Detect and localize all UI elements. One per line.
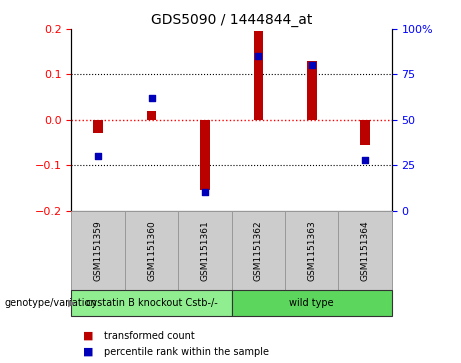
Text: genotype/variation: genotype/variation [5,298,97,308]
Title: GDS5090 / 1444844_at: GDS5090 / 1444844_at [151,13,313,26]
Bar [125,211,178,290]
Text: ▶: ▶ [68,298,76,308]
Point [95,153,102,159]
Bar [178,211,231,290]
Point [308,62,315,68]
Text: transformed count: transformed count [104,331,195,341]
Point [201,189,209,195]
Bar [231,211,285,290]
Text: GSM1151363: GSM1151363 [307,220,316,281]
Text: percentile rank within the sample: percentile rank within the sample [104,347,269,357]
Bar [231,290,392,316]
Bar [200,120,210,190]
Bar [71,211,125,290]
Bar [254,31,263,120]
Point [148,95,155,101]
Text: ■: ■ [83,347,94,357]
Bar [307,61,317,120]
Bar [285,211,338,290]
Text: cystatin B knockout Cstb-/-: cystatin B knockout Cstb-/- [86,298,218,308]
Bar [71,290,231,316]
Text: wild type: wild type [290,298,334,308]
Point [361,157,369,163]
Bar [93,120,103,134]
Text: GSM1151364: GSM1151364 [361,220,370,281]
Text: GSM1151359: GSM1151359 [94,220,103,281]
Text: ■: ■ [83,331,94,341]
Point [254,53,262,59]
Bar [361,120,370,145]
Bar [338,211,392,290]
Text: GSM1151360: GSM1151360 [147,220,156,281]
Bar [147,111,156,120]
Text: GSM1151361: GSM1151361 [201,220,209,281]
Text: GSM1151362: GSM1151362 [254,220,263,281]
